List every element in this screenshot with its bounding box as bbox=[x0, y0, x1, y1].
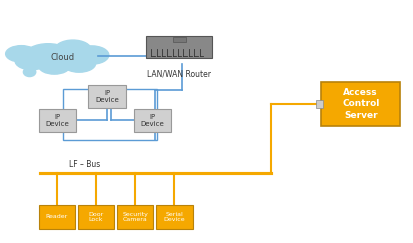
FancyBboxPatch shape bbox=[117, 205, 153, 228]
Ellipse shape bbox=[15, 52, 48, 70]
Text: Security
Camera: Security Camera bbox=[122, 212, 148, 222]
Ellipse shape bbox=[38, 58, 70, 74]
FancyBboxPatch shape bbox=[38, 205, 75, 228]
FancyBboxPatch shape bbox=[315, 100, 322, 108]
FancyBboxPatch shape bbox=[78, 205, 114, 228]
Text: IP
Device: IP Device bbox=[140, 114, 164, 127]
Text: IP
Device: IP Device bbox=[95, 90, 119, 103]
Text: Serial
Device: Serial Device bbox=[163, 212, 185, 222]
Text: IP
Device: IP Device bbox=[45, 114, 69, 127]
Text: Cloud: Cloud bbox=[50, 53, 74, 62]
FancyBboxPatch shape bbox=[320, 82, 399, 126]
Ellipse shape bbox=[62, 55, 95, 72]
FancyBboxPatch shape bbox=[133, 109, 171, 132]
Ellipse shape bbox=[24, 44, 72, 69]
FancyBboxPatch shape bbox=[88, 85, 126, 108]
Ellipse shape bbox=[74, 46, 109, 64]
Text: LF – Bus: LF – Bus bbox=[69, 160, 100, 169]
Text: Door
Lock: Door Lock bbox=[88, 212, 103, 222]
FancyBboxPatch shape bbox=[146, 36, 211, 58]
FancyBboxPatch shape bbox=[38, 109, 76, 132]
Ellipse shape bbox=[54, 40, 91, 60]
Text: Access
Control
Server: Access Control Server bbox=[341, 88, 378, 120]
Ellipse shape bbox=[23, 67, 36, 77]
Ellipse shape bbox=[6, 46, 37, 62]
Text: LAN/WAN Router: LAN/WAN Router bbox=[147, 69, 211, 78]
FancyBboxPatch shape bbox=[156, 205, 192, 228]
Text: Reader: Reader bbox=[45, 214, 68, 219]
FancyBboxPatch shape bbox=[172, 37, 185, 42]
